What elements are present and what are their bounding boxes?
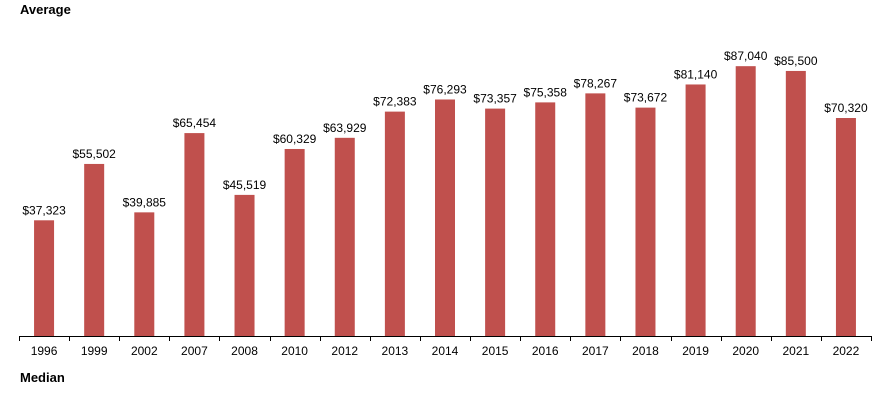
value-label-2018: $73,672	[624, 91, 668, 105]
bar-2020	[735, 66, 756, 337]
value-label-1996: $37,323	[22, 203, 66, 217]
value-label-2014: $76,293	[423, 82, 467, 96]
x-tick-label-1996: 1996	[31, 344, 58, 358]
x-tick-label-2010: 2010	[281, 344, 308, 358]
next-section-title-median: Median	[20, 370, 65, 385]
bar-1999	[84, 163, 105, 336]
bar-1996	[34, 220, 55, 336]
x-tick-label-2022: 2022	[833, 344, 860, 358]
bar-2021	[785, 70, 806, 336]
bar-2012	[334, 137, 355, 336]
value-label-2012: $63,929	[323, 121, 367, 135]
value-label-2013: $72,383	[373, 95, 417, 109]
value-label-2016: $75,358	[524, 85, 568, 99]
x-tick-label-2008: 2008	[231, 344, 258, 358]
bar-2015	[485, 108, 506, 337]
value-label-2020: $87,040	[724, 49, 768, 63]
x-tick-label-2019: 2019	[682, 344, 709, 358]
bar-2019	[685, 84, 706, 336]
x-tick-label-2015: 2015	[482, 344, 509, 358]
x-tick-label-1999: 1999	[81, 344, 108, 358]
chart-title-average: Average	[20, 2, 71, 17]
bar-2017	[585, 93, 606, 336]
x-tick-label-2007: 2007	[181, 344, 208, 358]
x-tick-label-2012: 2012	[331, 344, 358, 358]
bar-2018	[635, 107, 656, 337]
bar-2016	[535, 102, 556, 336]
bar-2007	[184, 133, 205, 336]
value-label-1999: $55,502	[72, 147, 116, 161]
value-label-2019: $81,140	[674, 67, 718, 81]
x-tick-label-2013: 2013	[382, 344, 409, 358]
x-tick-label-2021: 2021	[782, 344, 809, 358]
x-tick-label-2017: 2017	[582, 344, 609, 358]
value-label-2015: $73,357	[473, 92, 517, 106]
value-label-2007: $65,454	[173, 116, 217, 130]
x-tick-label-2016: 2016	[532, 344, 559, 358]
value-label-2002: $39,885	[123, 195, 167, 209]
value-label-2017: $78,267	[574, 76, 618, 90]
x-tick-label-2014: 2014	[432, 344, 459, 358]
x-tick-label-2020: 2020	[732, 344, 759, 358]
value-label-2008: $45,519	[223, 178, 267, 192]
bar-2002	[134, 212, 155, 336]
x-tick-label-2002: 2002	[131, 344, 158, 358]
x-tick-label-2018: 2018	[632, 344, 659, 358]
bar-2010	[284, 148, 305, 336]
value-label-2021: $85,500	[774, 54, 818, 68]
value-label-2010: $60,329	[273, 132, 317, 146]
bar-2008	[234, 194, 255, 336]
bar-2014	[435, 99, 455, 336]
bar-2022	[835, 118, 856, 337]
value-label-2022: $70,320	[824, 101, 868, 115]
bar-2013	[384, 111, 405, 336]
